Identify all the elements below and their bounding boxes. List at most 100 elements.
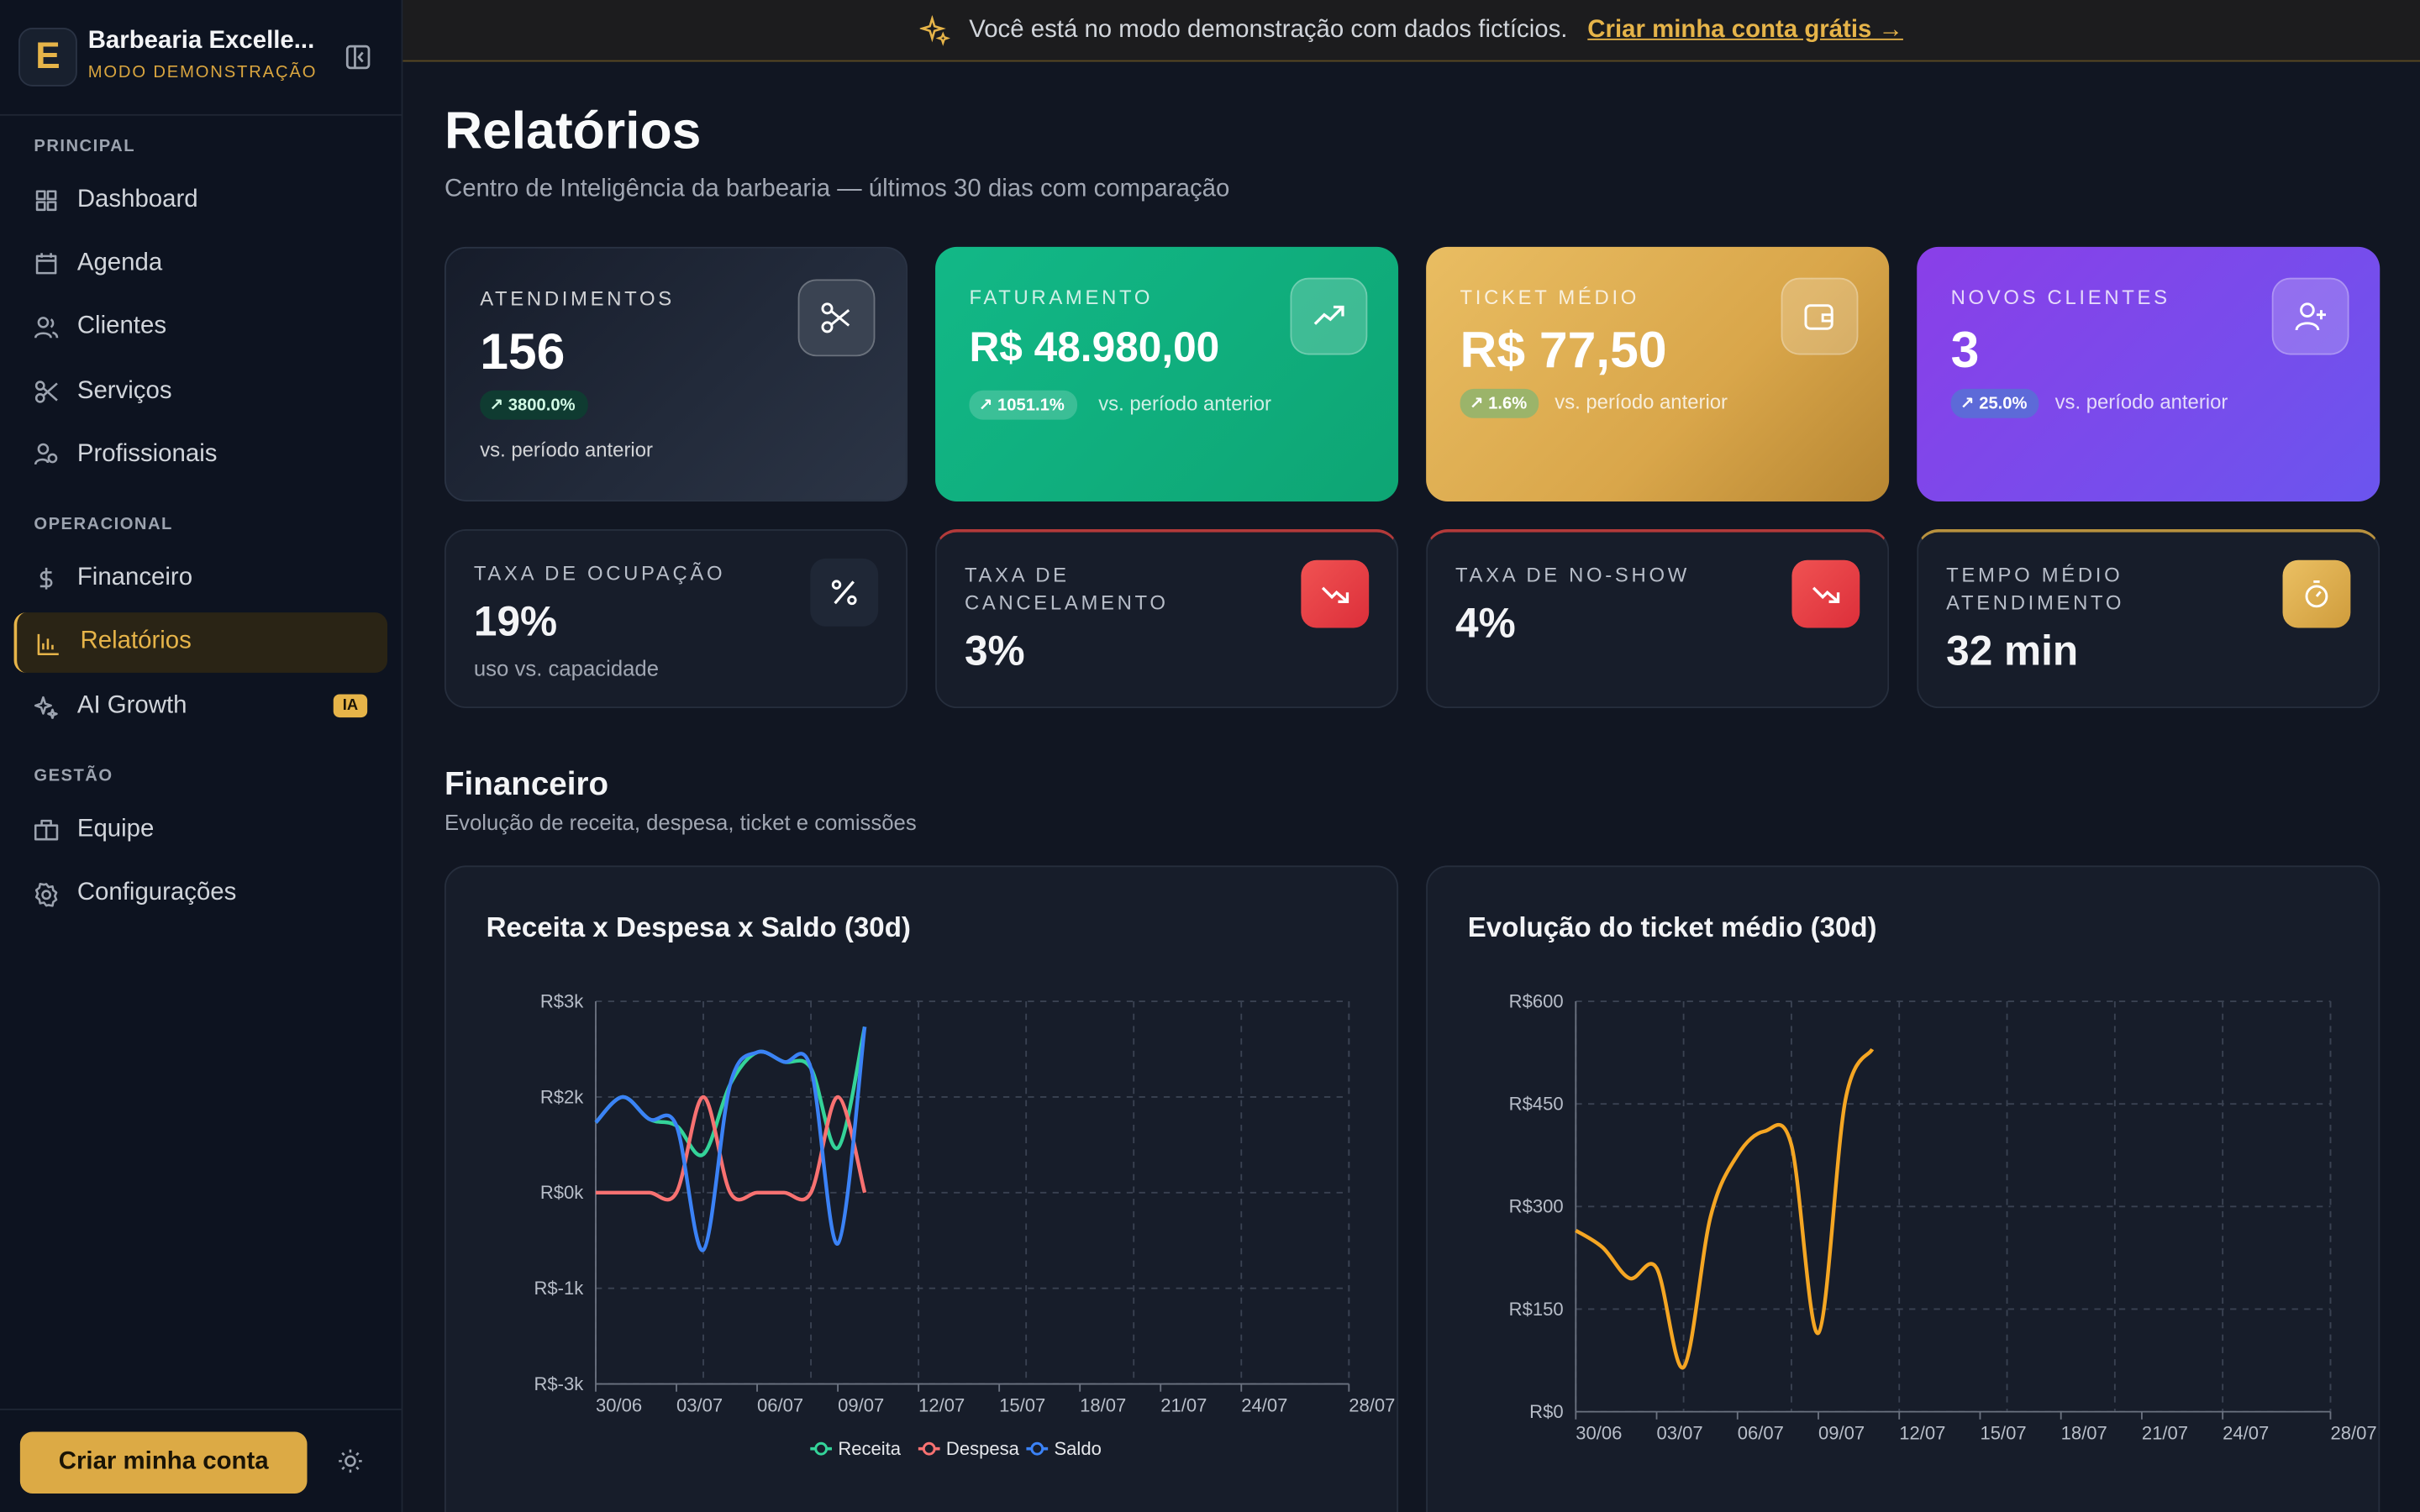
x-tick-label: 24/07: [1241, 1395, 1287, 1416]
legend-label: Despesa: [946, 1438, 1020, 1459]
y-tick-label: R$0k: [540, 1182, 584, 1203]
metric-label: TAXA DE OCUPAÇÃO: [473, 561, 726, 585]
x-tick-label: 21/07: [2142, 1423, 2188, 1444]
kpi-label: TICKET MÉDIO: [1460, 285, 1640, 309]
y-tick-label: R$3k: [540, 990, 584, 1011]
x-tick-label: 28/07: [2330, 1423, 2376, 1444]
collapse-button[interactable]: [345, 45, 371, 70]
y-tick-label: R$2k: [540, 1086, 584, 1107]
chart-card: R$600 R$450 R$300 R$150 R$0 30/06 03/07 06/07 09…: [1426, 865, 2381, 1512]
metric-card: TAXA DE OCUPAÇÃO 19% uso vs. capacidade: [444, 529, 908, 709]
nav-label: Dashboard: [76, 186, 198, 213]
nav: PRINCIPAL Dashboard Agenda Clientes Serviços…: [0, 129, 402, 926]
y-tick-label: R$150: [1509, 1299, 1564, 1320]
demo-banner: Você está no modo demonstração com dados…: [402, 0, 2420, 62]
theme-toggle[interactable]: [338, 1449, 362, 1473]
chart: R$600 R$450 R$300 R$150 R$0 30/06 03/07 06/07 09…: [1509, 990, 2377, 1444]
nav-icon: [34, 381, 58, 403]
chart-title: Evolução do ticket médio (30d): [1467, 911, 1877, 943]
sidebar-footer: Criar minha conta: [0, 1408, 402, 1512]
x-tick-label: 03/07: [676, 1395, 723, 1416]
metric-value: 32 min: [1946, 627, 2079, 675]
metric-icon: [810, 558, 879, 627]
kpi-change-text: 25.0%: [1979, 395, 2028, 414]
nav-icon: [34, 444, 58, 465]
kpi-label: FATURAMENTO: [969, 285, 1154, 309]
nav-icon: [39, 568, 53, 591]
nav-label: Equipe: [76, 816, 155, 843]
kpi-label: NOVOS CLIENTES: [1950, 285, 2170, 309]
nav-icon: [37, 633, 59, 655]
chart: R$3k R$2k R$0k R$-1k R$-3k 30/06 03/07 06/07 09/…: [534, 990, 1396, 1459]
kpi-card: ATENDIMENTOS 156 ↗ 3800.0% vs. período a…: [444, 246, 908, 501]
kpi-note: vs. período anterior: [480, 438, 653, 462]
x-tick-label: 24/07: [2223, 1423, 2269, 1444]
chart-title: Receita x Despesa x Saldo (30d): [486, 911, 911, 943]
metric-card: TAXA DE NO-SHOW 4%: [1426, 529, 1890, 709]
series-line: [1575, 1047, 1875, 1370]
legend-swatch-dot: [1030, 1441, 1044, 1456]
kpi-value: R$ 77,50: [1460, 321, 1667, 379]
sparkle-icon: [919, 14, 950, 45]
nav-label: Profissionais: [76, 440, 218, 468]
y-tick-label: R$600: [1509, 990, 1564, 1011]
x-tick-label: 12/07: [1899, 1423, 1945, 1444]
nav-item[interactable]: Dashboard: [0, 168, 402, 232]
kpi-note: vs. período anterior: [2054, 390, 2228, 414]
nav-item[interactable]: Financeiro: [0, 547, 402, 611]
legend-label: Receita: [838, 1438, 901, 1459]
y-tick-label: R$0: [1529, 1401, 1563, 1422]
kpi-note: vs. período anterior: [1555, 390, 1728, 414]
kpi-change: ↗ 1051.1%: [969, 390, 1077, 420]
legend-swatch-dot: [814, 1441, 829, 1456]
kpi-icon: [1290, 277, 1368, 355]
nav-badge: IA: [333, 694, 368, 718]
kpi-change-text: 1051.1%: [997, 396, 1065, 416]
nav-label: Financeiro: [76, 564, 193, 591]
kpi-card: NOVOS CLIENTES 3 ↗ 25.0% vs. período ante…: [1917, 246, 2381, 501]
kpi-value: 156: [480, 322, 566, 380]
nav-item[interactable]: Profissionais: [0, 423, 402, 487]
nav-section-title: GESTÃO: [34, 767, 113, 786]
nav-label: Serviços: [76, 377, 172, 404]
legend-label: Saldo: [1054, 1438, 1101, 1459]
x-tick-label: 28/07: [1349, 1395, 1395, 1416]
metric-label: TEMPO MÉDIO ATENDIMENTO: [1946, 563, 2125, 615]
nav-label: AI Growth: [76, 692, 187, 719]
x-tick-label: 18/07: [2061, 1423, 2107, 1444]
kpi-change: ↗ 25.0%: [1950, 388, 2040, 418]
nav-section-title: PRINCIPAL: [34, 137, 136, 156]
kpi-card: FATURAMENTO R$ 48.980,00 ↗ 1051.1% vs. pe…: [935, 246, 1399, 501]
section-title: Financeiro: [444, 766, 609, 803]
metric-card: TAXA DE CANCELAMENTO 3%: [935, 529, 1399, 709]
nav-label: Clientes: [76, 313, 167, 340]
cta-button[interactable]: Criar minha conta: [19, 1431, 308, 1494]
kpi-card: TICKET MÉDIO R$ 77,50 ↗ 1.6% vs. período …: [1426, 246, 1890, 501]
banner-link[interactable]: Criar minha conta grátis →: [1587, 16, 1903, 43]
chart-card: R$3k R$2k R$0k R$-1k R$-3k 30/06 03/07 06/07 09/…: [444, 865, 1399, 1512]
metric-icon: [1791, 559, 1860, 628]
y-tick-label: R$450: [1509, 1094, 1564, 1115]
x-tick-label: 12/07: [918, 1395, 965, 1416]
nav-item[interactable]: Relatórios: [13, 612, 388, 673]
metric-value: 4%: [1455, 600, 1516, 647]
y-tick-label: R$-1k: [534, 1278, 585, 1299]
nav-item[interactable]: Configurações: [0, 862, 402, 926]
nav-item[interactable]: Agenda: [0, 232, 402, 296]
series-line: [594, 1026, 867, 1252]
kpi-note: vs. período anterior: [1098, 391, 1271, 416]
legend-swatch-dot: [922, 1441, 936, 1456]
metric-icon: [2282, 559, 2351, 628]
nav-item[interactable]: Serviços: [0, 360, 402, 423]
nav-item[interactable]: Equipe: [0, 798, 402, 862]
kpi-value: R$ 48.980,00: [969, 323, 1220, 370]
nav-item[interactable]: Clientes: [0, 296, 402, 360]
nav-section-title: OPERACIONAL: [34, 516, 173, 535]
x-tick-label: 09/07: [1818, 1423, 1865, 1444]
metric-value: 19%: [473, 598, 558, 645]
kpi-change: ↗ 3800.0%: [480, 390, 588, 420]
nav-icon: [35, 253, 57, 275]
brand-name: Barbearia Excelle...: [87, 28, 315, 55]
x-tick-label: 15/07: [1980, 1423, 2026, 1444]
nav-item[interactable]: AI Growth IA: [0, 675, 402, 738]
